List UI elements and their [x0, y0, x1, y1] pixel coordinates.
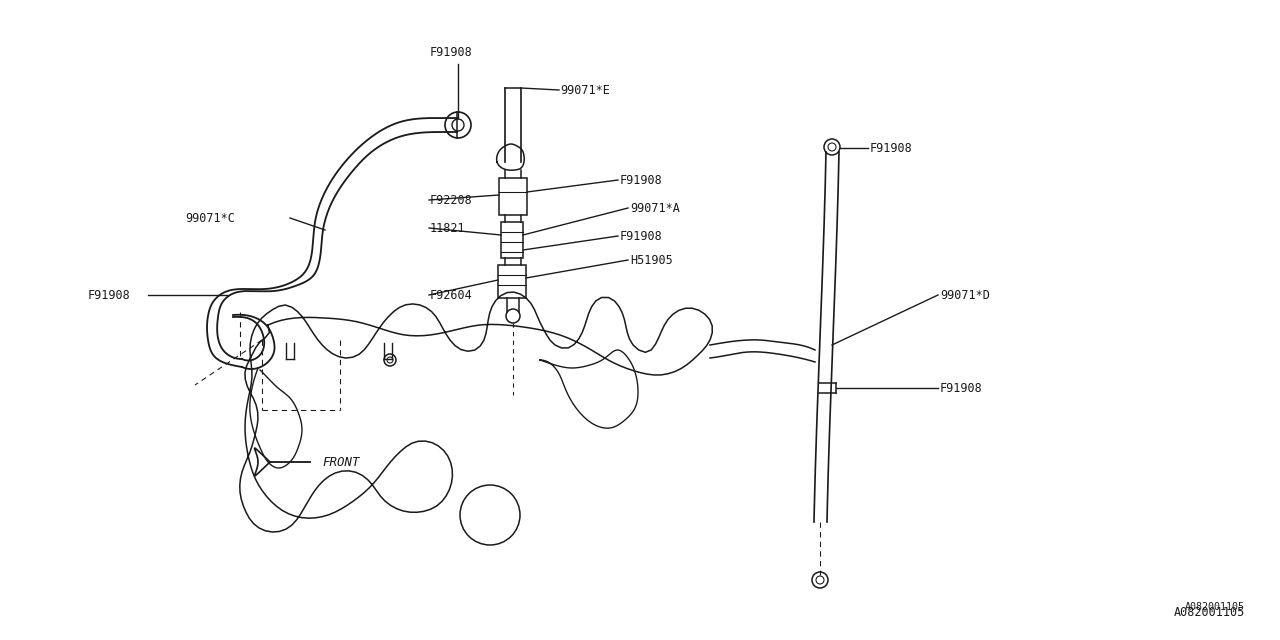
Text: F91908: F91908: [430, 45, 472, 58]
Text: H51905: H51905: [630, 253, 673, 266]
Text: A082001105: A082001105: [1185, 602, 1245, 612]
Text: F92604: F92604: [430, 289, 472, 301]
Text: 11821: 11821: [430, 221, 466, 234]
Text: 99071*C: 99071*C: [186, 211, 234, 225]
Text: 99071*A: 99071*A: [630, 202, 680, 214]
Text: F91908: F91908: [620, 173, 663, 186]
Text: F91908: F91908: [88, 289, 131, 301]
Text: F91908: F91908: [620, 230, 663, 243]
Text: F91908: F91908: [940, 381, 983, 394]
Text: F91908: F91908: [870, 141, 913, 154]
Text: 99071*E: 99071*E: [561, 83, 609, 97]
Text: F92208: F92208: [430, 193, 472, 207]
Text: A082001105: A082001105: [1174, 605, 1245, 618]
Text: 99071*D: 99071*D: [940, 289, 989, 301]
Text: FRONT: FRONT: [323, 456, 360, 468]
